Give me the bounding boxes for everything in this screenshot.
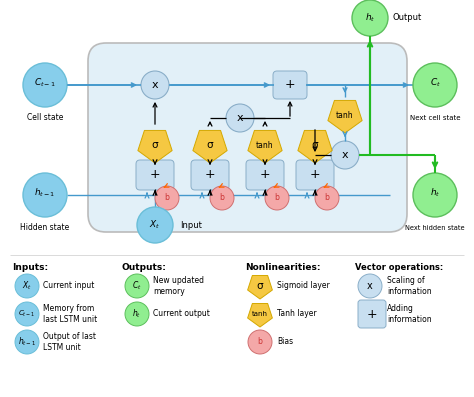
Text: Tanh layer: Tanh layer	[277, 310, 317, 318]
Circle shape	[358, 274, 382, 298]
Text: $C_{t-1}$: $C_{t-1}$	[34, 77, 56, 89]
Text: +: +	[205, 168, 215, 181]
Polygon shape	[298, 131, 332, 163]
Circle shape	[125, 274, 149, 298]
Circle shape	[413, 173, 457, 217]
Text: Memory from
last LSTM unit: Memory from last LSTM unit	[43, 304, 97, 324]
Circle shape	[125, 302, 149, 326]
Circle shape	[137, 207, 173, 243]
Text: b: b	[219, 193, 224, 202]
Circle shape	[352, 0, 388, 36]
Text: Output: Output	[393, 13, 422, 23]
Text: x: x	[152, 80, 158, 90]
Text: Sigmoid layer: Sigmoid layer	[277, 281, 330, 291]
Text: Output of last
LSTM unit: Output of last LSTM unit	[43, 332, 96, 352]
Polygon shape	[138, 131, 172, 163]
Circle shape	[226, 104, 254, 132]
Polygon shape	[193, 131, 227, 163]
Text: Next hidden state: Next hidden state	[405, 225, 465, 231]
Text: Bias: Bias	[277, 337, 293, 347]
Circle shape	[315, 186, 339, 210]
FancyBboxPatch shape	[191, 160, 229, 190]
Text: $h_t$: $h_t$	[430, 187, 440, 199]
Text: +: +	[150, 168, 160, 181]
FancyBboxPatch shape	[358, 300, 386, 328]
Text: $h_{t-1}$: $h_{t-1}$	[18, 336, 36, 348]
Text: +: +	[260, 168, 270, 181]
Text: b: b	[257, 337, 263, 347]
Text: Nonlinearities:: Nonlinearities:	[245, 264, 320, 272]
Polygon shape	[247, 276, 273, 299]
Circle shape	[155, 186, 179, 210]
Text: +: +	[367, 308, 377, 320]
Text: x: x	[367, 281, 373, 291]
Text: Vector operations:: Vector operations:	[355, 264, 443, 272]
Text: $X_t$: $X_t$	[149, 219, 161, 231]
Polygon shape	[328, 100, 362, 133]
Text: Hidden state: Hidden state	[20, 224, 70, 233]
FancyBboxPatch shape	[88, 43, 407, 232]
Text: σ: σ	[207, 140, 213, 150]
Text: $C_t$: $C_t$	[132, 280, 142, 292]
Text: Current output: Current output	[153, 310, 210, 318]
FancyBboxPatch shape	[296, 160, 334, 190]
Text: σ: σ	[312, 140, 319, 150]
Text: tanh: tanh	[336, 110, 354, 119]
Text: Adding
information: Adding information	[387, 304, 432, 324]
Text: tanh: tanh	[256, 141, 274, 150]
Circle shape	[23, 173, 67, 217]
Circle shape	[248, 330, 272, 354]
Circle shape	[331, 141, 359, 169]
Text: σ: σ	[257, 281, 264, 291]
Text: $h_t$: $h_t$	[132, 308, 142, 320]
Circle shape	[15, 274, 39, 298]
FancyBboxPatch shape	[273, 71, 307, 99]
Text: b: b	[325, 193, 329, 202]
Circle shape	[23, 63, 67, 107]
Text: b: b	[164, 193, 169, 202]
Text: +: +	[285, 79, 295, 91]
Text: Cell state: Cell state	[27, 114, 63, 123]
Text: $C_t$: $C_t$	[429, 77, 440, 89]
FancyBboxPatch shape	[136, 160, 174, 190]
Text: $h_t$: $h_t$	[365, 12, 375, 24]
Text: Input: Input	[180, 220, 202, 229]
Polygon shape	[248, 131, 282, 163]
Text: Outputs:: Outputs:	[122, 264, 167, 272]
Circle shape	[210, 186, 234, 210]
Text: $h_{t-1}$: $h_{t-1}$	[34, 187, 56, 199]
Circle shape	[15, 330, 39, 354]
Text: $X_t$: $X_t$	[22, 280, 32, 292]
Text: x: x	[237, 113, 243, 123]
Text: σ: σ	[152, 140, 158, 150]
Text: Inputs:: Inputs:	[12, 264, 48, 272]
Text: Current input: Current input	[43, 281, 94, 291]
Polygon shape	[247, 303, 273, 327]
Text: Next cell state: Next cell state	[410, 115, 460, 121]
Text: x: x	[342, 150, 348, 160]
Text: b: b	[274, 193, 280, 202]
Circle shape	[265, 186, 289, 210]
Circle shape	[413, 63, 457, 107]
Circle shape	[141, 71, 169, 99]
Text: New updated
memory: New updated memory	[153, 276, 204, 296]
Text: tanh: tanh	[252, 311, 268, 317]
FancyBboxPatch shape	[246, 160, 284, 190]
Text: Scaling of
information: Scaling of information	[387, 276, 432, 296]
Text: +: +	[310, 168, 320, 181]
Circle shape	[15, 302, 39, 326]
Text: $C_{t-1}$: $C_{t-1}$	[18, 309, 36, 319]
